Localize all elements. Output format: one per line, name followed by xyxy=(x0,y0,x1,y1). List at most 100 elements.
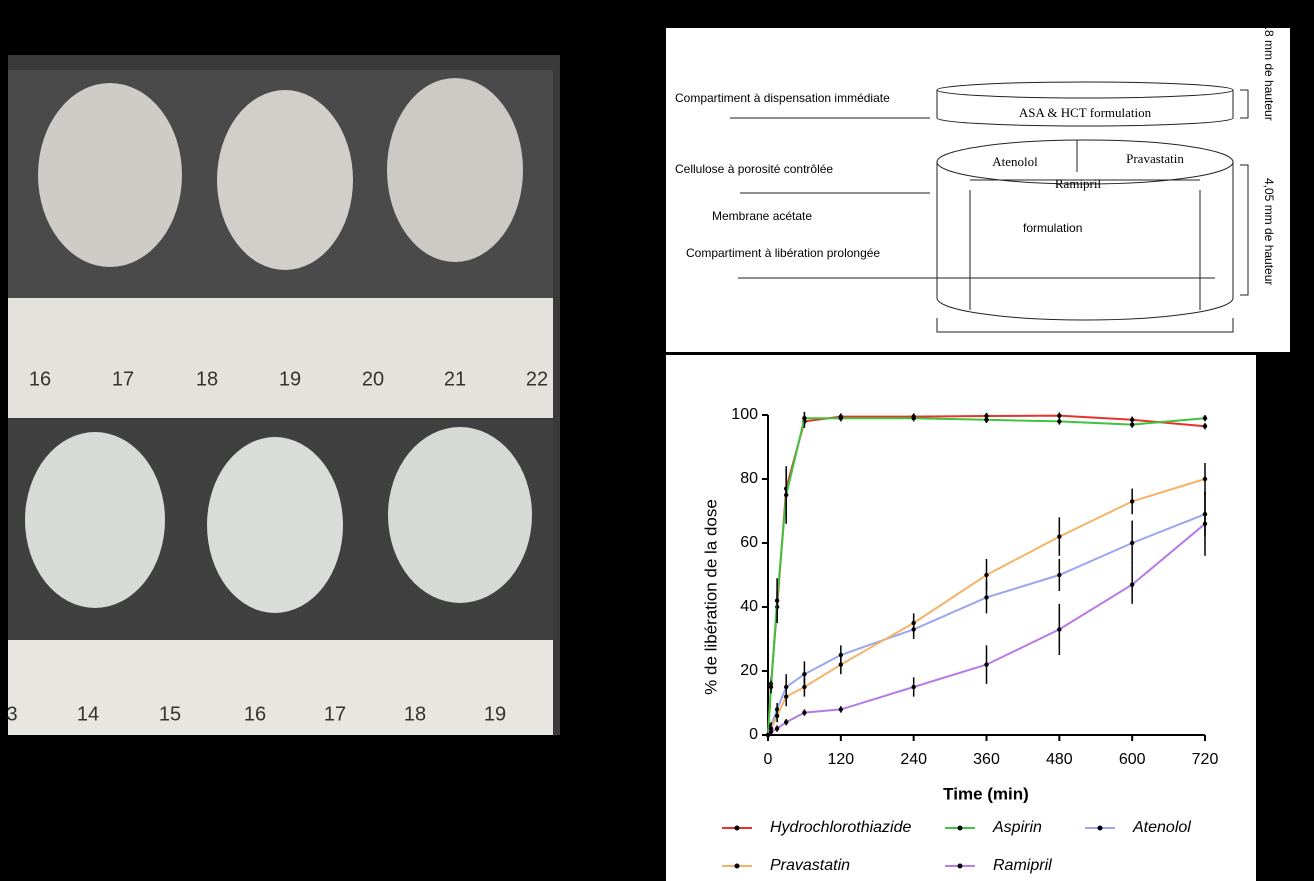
point xyxy=(1203,416,1207,420)
ruler-label: 15 xyxy=(159,703,181,725)
tablet xyxy=(217,90,353,270)
point xyxy=(1130,582,1134,586)
ruler-label: 17 xyxy=(112,368,134,390)
y-tick-label: 60 xyxy=(740,534,758,551)
point xyxy=(802,710,806,714)
point xyxy=(984,595,988,599)
point xyxy=(1130,422,1134,426)
legend-label: Pravastatin xyxy=(770,857,850,874)
photo xyxy=(8,55,560,735)
x-tick-label: 120 xyxy=(827,751,854,768)
y-tick-label: 80 xyxy=(740,470,758,487)
top-bar xyxy=(666,0,1314,28)
x-tick-label: 240 xyxy=(900,751,927,768)
point xyxy=(839,707,843,711)
legend-marker xyxy=(735,826,740,831)
point xyxy=(911,685,915,689)
tablet xyxy=(387,78,523,262)
point xyxy=(802,685,806,689)
label: Compartiment à libération prolongée xyxy=(686,246,880,260)
legend-label: Hydrochlorothiazide xyxy=(770,819,912,836)
ruler-label: 19 xyxy=(279,368,301,390)
ruler-label: 16 xyxy=(29,368,51,390)
label: 1.8 mm de hauteur xyxy=(1262,20,1276,121)
point xyxy=(1203,522,1207,526)
y-tick-label: 0 xyxy=(749,726,758,743)
page: Compartiment à dispensation immédiate AS… xyxy=(0,0,1314,881)
legend-marker xyxy=(1098,826,1103,831)
ruler-label: 19 xyxy=(484,703,506,725)
figure: Compartiment à dispensation immédiate AS… xyxy=(0,0,1314,881)
x-tick-label: 480 xyxy=(1046,751,1073,768)
point xyxy=(802,416,806,420)
legend-marker xyxy=(958,864,963,869)
label: Atenolol xyxy=(992,154,1038,169)
point xyxy=(784,493,788,497)
y-tick-label: 100 xyxy=(731,406,758,423)
point xyxy=(775,714,779,718)
legend-label: Aspirin xyxy=(992,819,1042,836)
ruler xyxy=(8,298,553,418)
point xyxy=(775,726,779,730)
label: 4,05 mm de hauteur xyxy=(1262,178,1276,285)
point xyxy=(784,720,788,724)
y-tick-label: 40 xyxy=(740,598,758,615)
point xyxy=(1057,573,1061,577)
legend-marker xyxy=(735,864,740,869)
tablet xyxy=(38,83,182,267)
label: Cellulose à porosité contrôlée xyxy=(675,162,833,176)
point xyxy=(984,418,988,422)
tablet xyxy=(388,427,532,603)
ruler-label: 17 xyxy=(324,703,346,725)
ruler-label: 14 xyxy=(77,703,99,725)
legend-label: Atenolol xyxy=(1132,819,1191,836)
label: Compartiment à dispensation immédiate xyxy=(675,91,890,105)
ruler-label: 18 xyxy=(196,368,218,390)
point xyxy=(1057,534,1061,538)
point xyxy=(839,416,843,420)
point xyxy=(1130,418,1134,422)
diagram-bg xyxy=(666,28,1256,352)
ruler-label: 22 xyxy=(526,368,548,390)
diagram: Compartiment à dispensation immédiate AS… xyxy=(666,0,1314,352)
point xyxy=(784,694,788,698)
label: Ramipril xyxy=(1055,176,1102,191)
ruler-label: 18 xyxy=(404,703,426,725)
point xyxy=(769,730,773,734)
point xyxy=(1057,413,1061,417)
y-tick-label: 20 xyxy=(740,662,758,679)
point xyxy=(802,672,806,676)
ruler-label: 3 xyxy=(6,703,17,725)
point xyxy=(769,685,773,689)
x-tick-label: 720 xyxy=(1192,751,1219,768)
point xyxy=(1057,419,1061,423)
point xyxy=(839,662,843,666)
point xyxy=(984,573,988,577)
label: Membrane acétate xyxy=(712,209,812,223)
point xyxy=(1057,627,1061,631)
point xyxy=(775,598,779,602)
point xyxy=(766,733,770,737)
ruler-label: 21 xyxy=(444,368,466,390)
point xyxy=(1130,541,1134,545)
x-tick-label: 600 xyxy=(1119,751,1146,768)
legend-label: Ramipril xyxy=(993,857,1052,874)
point xyxy=(1203,424,1207,428)
x-tick-label: 360 xyxy=(973,751,1000,768)
label: ASA & HCT formulation xyxy=(1019,105,1152,120)
ruler-label: 20 xyxy=(362,368,384,390)
label: Pravastatin xyxy=(1126,151,1184,166)
point xyxy=(1130,499,1134,503)
tablet xyxy=(25,432,165,608)
x-tick-label: 0 xyxy=(764,751,773,768)
y-axis-label: % de libération de la dose xyxy=(701,499,720,695)
point xyxy=(911,621,915,625)
point xyxy=(1203,477,1207,481)
x-axis-label: Time (min) xyxy=(943,784,1029,803)
point xyxy=(984,662,988,666)
tablet xyxy=(207,437,343,613)
point xyxy=(911,416,915,420)
ruler-label: 16 xyxy=(244,703,266,725)
legend-marker xyxy=(958,826,963,831)
label: formulation xyxy=(1023,221,1082,235)
